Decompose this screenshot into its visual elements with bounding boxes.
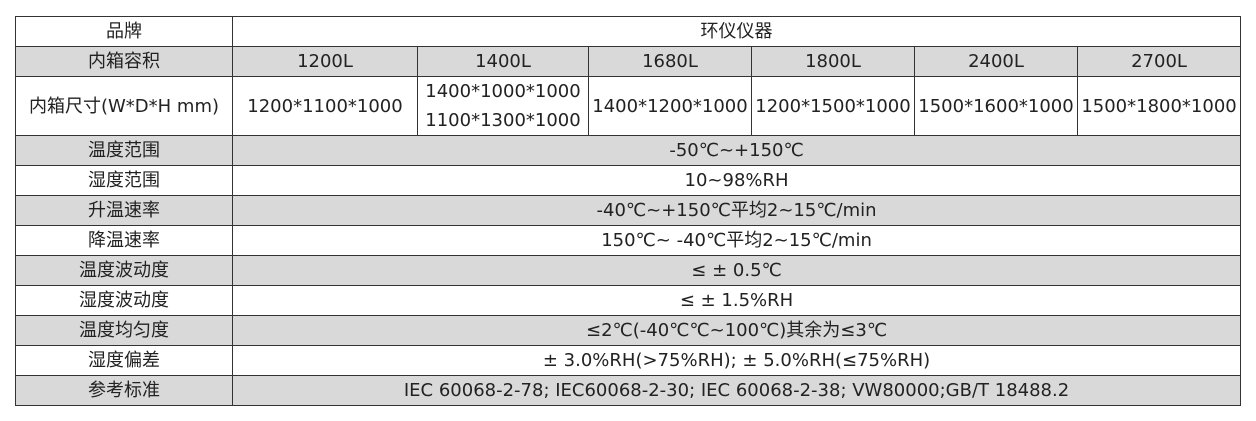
cell: ≤ ± 1.5%RH <box>231 285 1242 316</box>
cell: ≤2℃(-40℃℃~100℃)其余为≤3℃ <box>231 315 1242 346</box>
cell: ± 3.0%RH(>75%RH); ± 5.0%RH(≤75%RH) <box>231 345 1242 376</box>
cell: 10~98%RH <box>231 165 1242 196</box>
cell: ≤ ± 0.5℃ <box>231 255 1242 286</box>
cell: 1400*1200*1000 <box>588 76 752 136</box>
cell: -40℃~+150℃平均2~15℃/min <box>231 195 1242 226</box>
table-row: 温度范围 -50℃~+150℃ <box>15 135 1242 166</box>
cell: 150℃~ -40℃平均2~15℃/min <box>231 225 1242 256</box>
row-label: 温度波动度 <box>15 255 233 286</box>
cell: 1200*1100*1000 <box>232 76 418 136</box>
cell: IEC 60068-2-78; IEC60068-2-30; IEC 60068… <box>231 375 1242 406</box>
table-row: 参考标准 IEC 60068-2-78; IEC60068-2-30; IEC 6… <box>15 375 1242 406</box>
row-label: 品牌 <box>15 16 233 47</box>
table-row: 品牌 环仪仪器 <box>15 16 1242 47</box>
cell: 1500*1800*1000 <box>1076 76 1242 136</box>
row-label: 湿度偏差 <box>15 345 233 376</box>
cell: 1800L <box>751 46 915 77</box>
table-row: 湿度偏差 ± 3.0%RH(>75%RH); ± 5.0%RH(≤75%RH) <box>15 345 1242 376</box>
cell: 1500*1600*1000 <box>914 76 1078 136</box>
cell: 1400*1000*1000 1100*1300*1000 <box>417 76 589 136</box>
cell: 1200*1500*1000 <box>751 76 915 136</box>
table-row: 温度波动度 ≤ ± 0.5℃ <box>15 255 1242 286</box>
table-row: 降温速率 150℃~ -40℃平均2~15℃/min <box>15 225 1242 256</box>
cell: 1680L <box>588 46 752 77</box>
cell: 1200L <box>232 46 418 77</box>
row-label: 温度均匀度 <box>15 315 233 346</box>
cell: -50℃~+150℃ <box>231 135 1242 166</box>
row-label: 温度范围 <box>15 135 233 166</box>
cell: 2700L <box>1076 46 1242 77</box>
table-row: 内箱容积 1200L 1400L 1680L 1800L 2400L 2700L <box>15 46 1242 77</box>
cell: 1400L <box>417 46 589 77</box>
cell: 2400L <box>914 46 1078 77</box>
table-body: 品牌 环仪仪器 内箱容积 1200L 1400L 1680L 1800L 2400L 2700L… <box>15 16 1242 406</box>
spec-table: 品牌 环仪仪器 内箱容积 1200L 1400L 1680L 1800L 2400L 2700L… <box>15 16 1242 406</box>
row-label: 内箱容积 <box>15 46 233 77</box>
table-row: 内箱尺寸(W*D*H mm) 1200*1100*1000 1400*1000*10… <box>15 76 1242 136</box>
row-label: 参考标准 <box>15 375 233 406</box>
table-row: 湿度波动度 ≤ ± 1.5%RH <box>15 285 1242 316</box>
cell-line: 1100*1300*1000 <box>425 110 581 131</box>
row-label: 升温速率 <box>15 195 233 226</box>
table-row: 升温速率 -40℃~+150℃平均2~15℃/min <box>15 195 1242 226</box>
row-label: 湿度波动度 <box>15 285 233 316</box>
table-row: 温度均匀度 ≤2℃(-40℃℃~100℃)其余为≤3℃ <box>15 315 1242 346</box>
row-label: 内箱尺寸(W*D*H mm) <box>15 76 233 136</box>
row-label: 湿度范围 <box>15 165 233 196</box>
cell-line: 1400*1000*1000 <box>425 81 581 102</box>
cell: 环仪仪器 <box>231 16 1242 47</box>
table-row: 湿度范围 10~98%RH <box>15 165 1242 196</box>
row-label: 降温速率 <box>15 225 233 256</box>
